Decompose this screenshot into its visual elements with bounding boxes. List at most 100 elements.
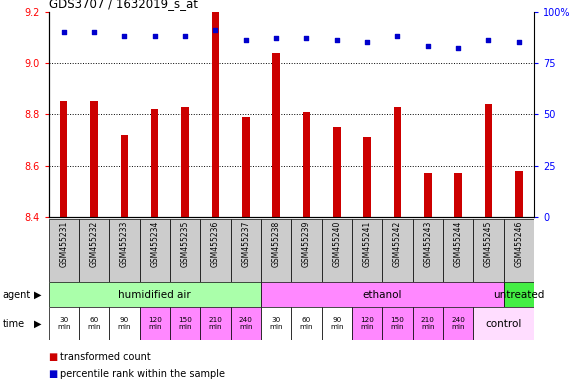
Point — [180, 33, 190, 39]
Bar — [473, 307, 534, 340]
Bar — [443, 219, 473, 282]
Point — [90, 29, 99, 35]
Bar — [352, 307, 382, 340]
Text: 90
min: 90 min — [330, 317, 344, 330]
Bar — [231, 307, 261, 340]
Bar — [382, 307, 412, 340]
Bar — [504, 282, 534, 307]
Text: GSM455245: GSM455245 — [484, 221, 493, 267]
Text: GSM455242: GSM455242 — [393, 221, 402, 267]
Bar — [424, 173, 432, 384]
Bar — [382, 219, 412, 282]
Text: 60
min: 60 min — [300, 317, 313, 330]
Bar — [321, 307, 352, 340]
Bar — [79, 219, 109, 282]
Bar — [333, 127, 340, 384]
Bar — [60, 101, 67, 384]
Text: 210
min: 210 min — [208, 317, 222, 330]
Text: GSM455238: GSM455238 — [272, 221, 280, 267]
Bar — [139, 307, 170, 340]
Text: transformed count: transformed count — [60, 352, 151, 362]
Bar — [504, 219, 534, 282]
Text: time: time — [3, 318, 25, 329]
Bar — [291, 307, 321, 340]
Text: GSM455236: GSM455236 — [211, 221, 220, 267]
Point — [241, 37, 250, 43]
Text: 240
min: 240 min — [451, 317, 465, 330]
Text: GSM455241: GSM455241 — [363, 221, 372, 267]
Text: GSM455239: GSM455239 — [302, 221, 311, 267]
Bar — [109, 307, 139, 340]
Bar — [261, 282, 504, 307]
Bar — [90, 101, 98, 384]
Bar — [443, 307, 473, 340]
Text: 210
min: 210 min — [421, 317, 435, 330]
Text: 150
min: 150 min — [391, 317, 404, 330]
Bar — [170, 219, 200, 282]
Bar — [231, 219, 261, 282]
Text: agent: agent — [3, 290, 31, 300]
Bar — [412, 219, 443, 282]
Bar — [139, 219, 170, 282]
Text: 30
min: 30 min — [57, 317, 70, 330]
Text: 120
min: 120 min — [148, 317, 162, 330]
Bar — [120, 135, 128, 384]
Text: GSM455243: GSM455243 — [423, 221, 432, 267]
Text: ▶: ▶ — [34, 318, 41, 329]
Point — [514, 39, 523, 45]
Text: GSM455237: GSM455237 — [241, 221, 250, 267]
Bar — [352, 219, 382, 282]
Text: percentile rank within the sample: percentile rank within the sample — [60, 369, 225, 379]
Text: 30
min: 30 min — [270, 317, 283, 330]
Text: control: control — [485, 318, 522, 329]
Bar — [242, 117, 250, 384]
Bar — [212, 12, 219, 384]
Text: ■: ■ — [49, 369, 58, 379]
Text: GSM455244: GSM455244 — [453, 221, 463, 267]
Bar — [200, 219, 231, 282]
Point — [150, 33, 159, 39]
Point — [363, 39, 372, 45]
Point — [453, 45, 463, 51]
Text: GSM455231: GSM455231 — [59, 221, 68, 267]
Bar — [485, 104, 492, 384]
Text: untreated: untreated — [493, 290, 544, 300]
Point — [59, 29, 69, 35]
Bar — [49, 307, 79, 340]
Text: GSM455233: GSM455233 — [120, 221, 129, 267]
Text: 240
min: 240 min — [239, 317, 252, 330]
Bar — [272, 53, 280, 384]
Text: 120
min: 120 min — [360, 317, 374, 330]
Text: ■: ■ — [49, 352, 58, 362]
Point — [393, 33, 402, 39]
Bar — [321, 219, 352, 282]
Text: GSM455234: GSM455234 — [150, 221, 159, 267]
Bar — [412, 307, 443, 340]
Bar — [170, 307, 200, 340]
Point — [271, 35, 280, 41]
Text: humidified air: humidified air — [118, 290, 191, 300]
Bar — [303, 112, 310, 384]
Text: 90
min: 90 min — [118, 317, 131, 330]
Text: GSM455232: GSM455232 — [90, 221, 99, 267]
Bar — [455, 173, 462, 384]
Bar — [109, 219, 139, 282]
Text: 60
min: 60 min — [87, 317, 101, 330]
Point — [423, 43, 432, 50]
Bar — [363, 137, 371, 384]
Point — [332, 37, 341, 43]
Text: ethanol: ethanol — [363, 290, 402, 300]
Point — [484, 37, 493, 43]
Bar — [261, 307, 291, 340]
Point — [211, 27, 220, 33]
Bar — [473, 219, 504, 282]
Point — [302, 35, 311, 41]
Text: GSM455246: GSM455246 — [514, 221, 523, 267]
Bar — [151, 109, 159, 384]
Text: GSM455240: GSM455240 — [332, 221, 341, 267]
Bar — [261, 219, 291, 282]
Bar — [291, 219, 321, 282]
Text: GDS3707 / 1632019_s_at: GDS3707 / 1632019_s_at — [49, 0, 198, 10]
Bar — [515, 171, 522, 384]
Point — [120, 33, 129, 39]
